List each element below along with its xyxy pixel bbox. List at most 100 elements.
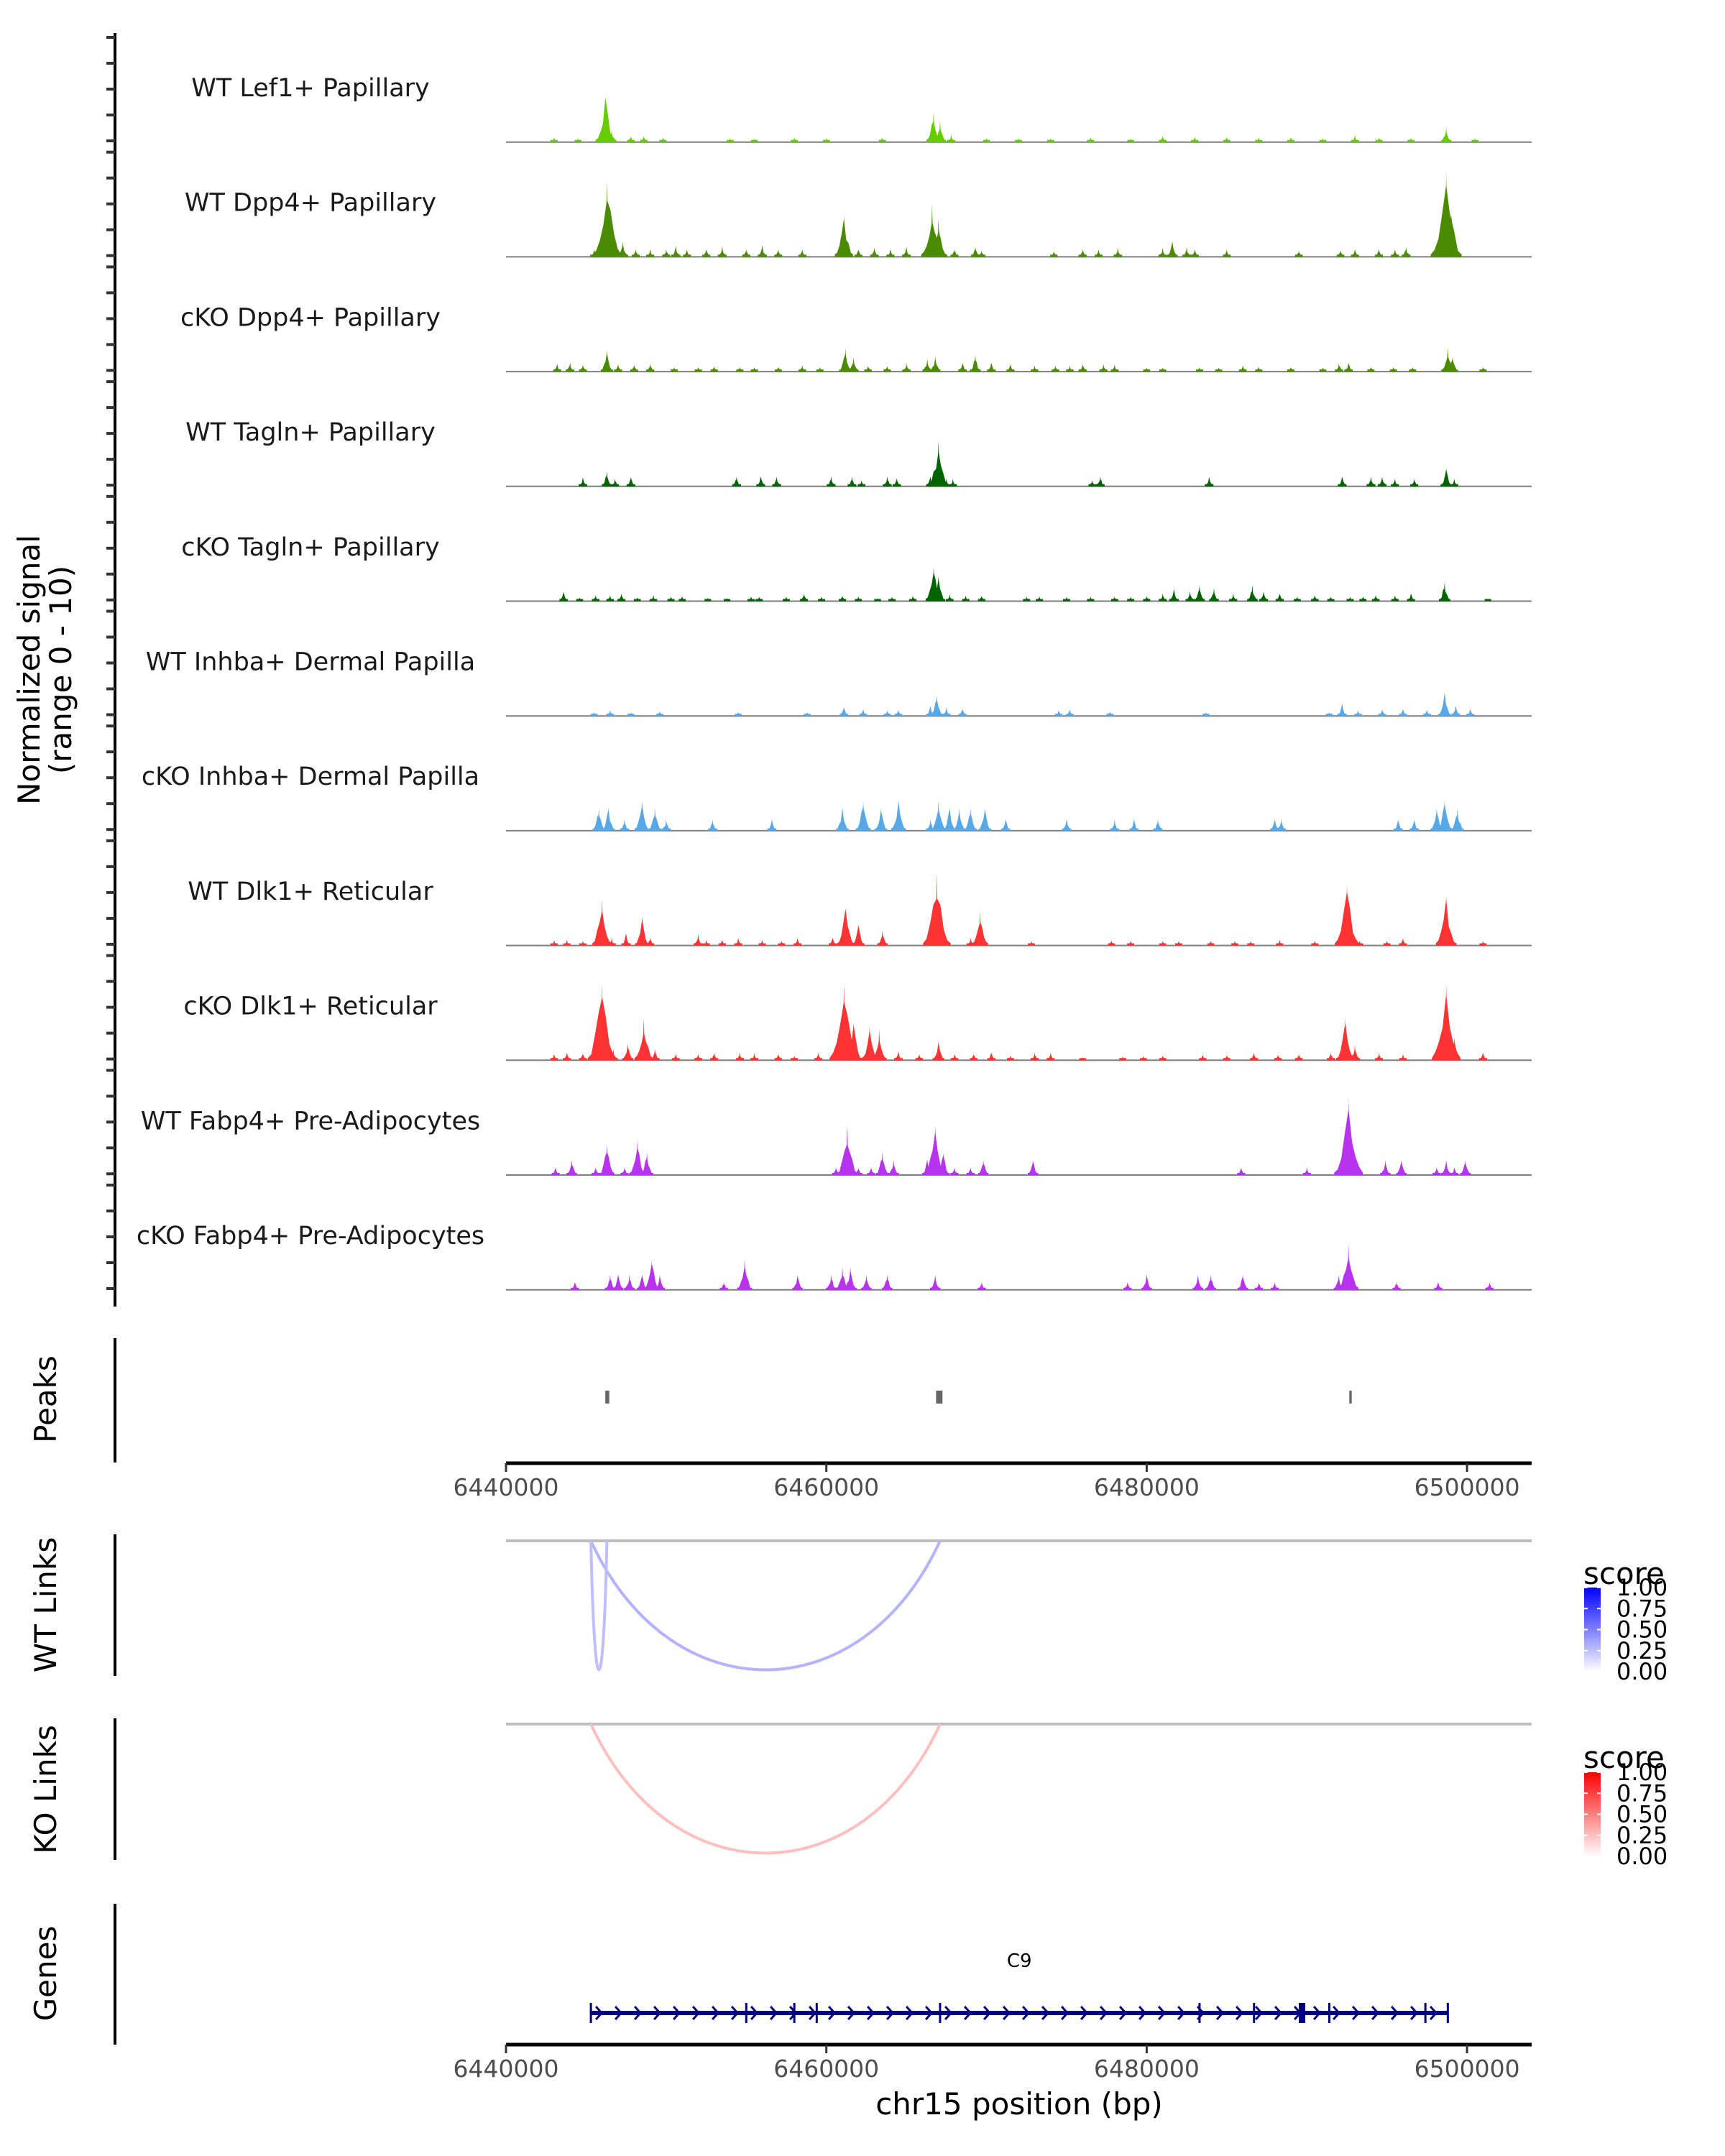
- signal-peak-spike: [862, 800, 865, 831]
- exon: [1299, 2003, 1306, 2023]
- signal-peak-spike: [1030, 941, 1033, 946]
- signal-peak-spike: [640, 800, 644, 831]
- signal-peak-spike: [1395, 1282, 1398, 1290]
- signal-peak-spike: [609, 1274, 612, 1290]
- signal-peak-spike: [605, 350, 609, 372]
- signal-peak-spike: [681, 596, 684, 602]
- strand-arrow-icon: [614, 2006, 623, 2020]
- strand-arrow-icon: [1060, 2006, 1070, 2020]
- signal-peak-spike: [1025, 596, 1029, 602]
- signal-peak-spike: [594, 1167, 597, 1175]
- signal-peak-spike: [1451, 356, 1454, 372]
- strand-arrow-icon: [1080, 2006, 1089, 2020]
- signal-peak-spike: [737, 937, 740, 946]
- signal-peak-spike: [581, 477, 584, 487]
- signal-peak-spike: [735, 476, 738, 487]
- signal-peak-spike: [1412, 819, 1416, 831]
- x-axis-top: 6440000 6460000 6480000 6500000: [454, 1461, 1532, 1501]
- signal-peak-spike: [969, 1167, 972, 1175]
- signal-peak-spike: [1347, 1243, 1350, 1290]
- track-label: cKO Dpp4+ Papillary: [180, 303, 441, 332]
- signal-peak-spike: [1384, 1159, 1387, 1175]
- signal-peak-spike: [1081, 249, 1085, 257]
- signal-peak-spike: [623, 819, 626, 831]
- signal-peak-spike: [1468, 709, 1472, 717]
- signal-peak-spike: [1172, 588, 1176, 602]
- signal-peak-spike: [1453, 1167, 1456, 1175]
- signal-peak-spike: [834, 1167, 837, 1175]
- signal-peak-spike: [929, 706, 932, 717]
- signal-peak-spike: [862, 709, 865, 717]
- signal-peak-spike: [623, 1167, 626, 1175]
- coverage-track: cKO Tagln+ Papillary: [181, 533, 1532, 602]
- signal-peak-spike: [1353, 249, 1356, 257]
- signal-peak-spike: [760, 940, 764, 946]
- signal-peak-spike: [1394, 479, 1397, 487]
- signal-peak-spike: [934, 1125, 937, 1175]
- signal-peak-spike: [565, 940, 569, 946]
- signal-peak-spike: [831, 937, 834, 946]
- strand-arrow-icon: [653, 2006, 662, 2020]
- legend-ticks: 1.000.750.500.250.00: [1584, 1574, 1668, 1685]
- signal-peak-spike: [1425, 709, 1429, 717]
- signal-peak-spike: [1385, 941, 1389, 946]
- signal-peak-spike: [1145, 596, 1149, 602]
- signal-peak-spike: [556, 364, 559, 372]
- signal-peak-spike: [886, 710, 889, 717]
- ko-links-panel: KO Links: [28, 1718, 1532, 1860]
- signal-peak-spike: [1412, 479, 1416, 487]
- signal-peak-spike: [1161, 136, 1164, 142]
- signal-peak-spike: [653, 1049, 657, 1061]
- legend-ticks: 1.000.750.500.250.00: [1584, 1759, 1668, 1870]
- signal-peak-spike: [1409, 593, 1412, 602]
- signal-peak-spike: [1057, 710, 1060, 717]
- strand-arrow-icon: [672, 2006, 681, 2020]
- peak-region: [1349, 1391, 1352, 1404]
- signal-peak-spike: [635, 597, 639, 602]
- signal-peak-spike: [1033, 365, 1036, 372]
- signal-peak-spike: [824, 138, 828, 142]
- signal-peak-spike: [1409, 138, 1412, 142]
- signal-peak-spike: [1347, 1098, 1350, 1175]
- signal-peak-spike: [581, 941, 584, 946]
- signal-peak-spike: [653, 808, 657, 831]
- signal-peak-spike: [1340, 476, 1344, 487]
- strand-arrow-icon: [983, 2006, 992, 2020]
- x-tick-label: 6440000: [454, 2055, 559, 2083]
- signal-peak-spike: [648, 937, 652, 946]
- signal-peak-spike: [696, 1054, 700, 1061]
- x-tick-label: 6440000: [454, 1473, 559, 1501]
- signal-peak-spike: [1445, 1159, 1448, 1175]
- strand-arrow-icon: [808, 2006, 817, 2020]
- signal-peak-spike: [576, 138, 580, 142]
- signal-peak-spike: [842, 984, 846, 1061]
- signal-peak-spike: [1097, 249, 1100, 257]
- signal-peak-spike: [1402, 1054, 1404, 1061]
- signal-peak-spike: [945, 706, 948, 717]
- signal-peak-spike: [1049, 138, 1052, 142]
- signal-peak-spike: [1113, 819, 1116, 831]
- signal-peak-spike: [650, 1259, 653, 1290]
- signal-peak-spike: [1102, 364, 1105, 372]
- signal-peak-spike: [945, 937, 948, 946]
- signal-peak-spike: [1177, 941, 1180, 946]
- legend-tick-label: 0.75: [1616, 1779, 1668, 1807]
- ko-links: [506, 1723, 1532, 1855]
- gene: C9: [589, 1950, 1449, 2023]
- signal-peak-spike: [635, 1141, 639, 1175]
- legend-tick-label: 0.00: [1616, 1843, 1668, 1870]
- signal-peak-spike: [1394, 596, 1397, 602]
- signal-peak-spike: [1009, 364, 1012, 372]
- signal-peak-spike: [1481, 941, 1485, 946]
- signal-peak-spike: [880, 1152, 884, 1175]
- strand-arrow-icon: [1429, 2006, 1438, 2020]
- signal-peak-spike: [1161, 247, 1164, 257]
- signal-peak-spike: [612, 234, 615, 257]
- signal-peak-spike: [852, 356, 855, 372]
- signal-peak-spike: [652, 594, 655, 602]
- signal-peak-spike: [625, 933, 627, 946]
- signal-peak-spike: [1358, 941, 1361, 946]
- signal-peak-spike: [937, 800, 940, 831]
- signal-peak-spike: [1454, 706, 1458, 717]
- signal-peak-spike: [1381, 476, 1384, 487]
